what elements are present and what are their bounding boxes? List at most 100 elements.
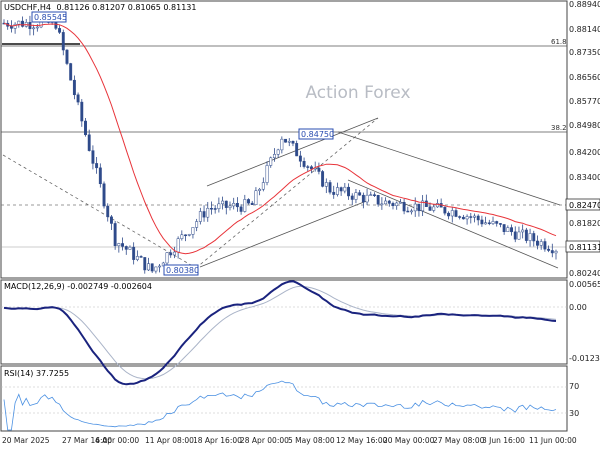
candle-body [206, 207, 210, 218]
candle-body [484, 222, 488, 225]
candle-body [150, 263, 154, 272]
candle-body [202, 211, 206, 218]
candle-body [306, 166, 310, 168]
candle-body [124, 246, 128, 250]
candle-series [2, 13, 558, 274]
macd-panel [0, 279, 568, 365]
channel-upper-line [206, 117, 379, 187]
candle-body [147, 263, 150, 271]
candle-body [424, 200, 428, 207]
candle-body [495, 221, 499, 224]
candle-body [324, 182, 328, 187]
symbol-header: USDCHF,H4 0.81126 0.81207 0.81065 0.8113… [4, 3, 196, 12]
candle-body [84, 120, 87, 136]
candle-body [80, 101, 84, 122]
candle-body [502, 224, 506, 232]
candle-body [95, 163, 99, 169]
candle-body [417, 203, 421, 212]
candle-body [480, 219, 484, 225]
candle-body [321, 171, 325, 187]
x-tick: 28 Apr 00:00 [240, 436, 289, 445]
rsi-line [3, 380, 557, 431]
candle-body [87, 134, 91, 151]
candle-body [310, 166, 313, 170]
down-channel-lower [347, 179, 559, 269]
candle-body [458, 216, 462, 218]
candle-body [158, 265, 162, 268]
candle-body [521, 229, 525, 233]
candle-body [361, 194, 365, 203]
low-label-box [163, 264, 199, 276]
level-price-tag [565, 198, 600, 211]
candle-body [547, 248, 551, 251]
candle-body [317, 167, 321, 172]
x-tick: 4 Apr 00:00 [95, 436, 139, 445]
x-tick: 11 Jun 00:00 [529, 436, 577, 445]
candle-body [369, 194, 373, 196]
candle-body [491, 221, 495, 224]
candle-body [432, 206, 436, 211]
candle-body [76, 94, 80, 103]
macd-tick-bottom: -0.012301 [569, 354, 600, 363]
candle-body [287, 140, 291, 143]
candle-body [258, 188, 262, 191]
candle-body [187, 234, 191, 236]
level-price-text: 0.82470 [569, 201, 600, 210]
high-label: 0.85545 [34, 13, 67, 22]
candle-body [365, 194, 369, 203]
candle-body [121, 243, 125, 247]
candle-body [254, 190, 258, 205]
candle-body [210, 207, 213, 210]
fib-618-label: 61.8 [551, 38, 567, 46]
price-tick: 0.87350 [569, 48, 600, 57]
candle-body [261, 182, 265, 190]
high-label-box [31, 11, 67, 23]
candle-body [428, 206, 432, 211]
candle-body [191, 227, 195, 235]
fib-382-label: 38.2 [551, 124, 567, 132]
current-price-text: 0.81131 [569, 243, 600, 252]
candle-body [143, 257, 147, 271]
candle-body [154, 266, 158, 272]
candle-body [391, 203, 395, 207]
candle-body [61, 32, 65, 51]
candle-body [550, 250, 554, 254]
candle-body [528, 233, 532, 241]
candle-body [450, 210, 454, 217]
candle-body [413, 203, 417, 212]
candle-body [513, 231, 517, 240]
candle-body [350, 195, 354, 200]
rsi-tick-70: 70 [569, 382, 579, 391]
candle-body [291, 140, 295, 144]
candle-body [332, 191, 336, 195]
x-tick: 20 Mar 2025 [2, 436, 50, 445]
candle-body [347, 186, 350, 197]
price-tick: 0.85770 [569, 97, 600, 106]
candle-body [102, 183, 106, 207]
candle-body [473, 215, 476, 218]
symbol-name: USDCHF,H4 [4, 3, 51, 12]
candle-body [195, 221, 199, 228]
rsi-tick-30: 30 [569, 409, 579, 418]
candle-body [247, 199, 250, 204]
candle-body [280, 138, 284, 151]
current-price-tag [565, 240, 600, 253]
rsi-panel [0, 365, 568, 432]
candle-body [69, 63, 73, 81]
candle-body [506, 227, 510, 232]
candle-body [421, 200, 425, 212]
x-tick: 27 Mar 16:00 [62, 436, 112, 445]
candle-body [469, 216, 473, 218]
candle-body [176, 238, 180, 253]
candle-body [250, 202, 254, 205]
candle-body [165, 252, 169, 264]
candle-body [180, 234, 184, 239]
candle-body [476, 215, 480, 221]
candle-body [539, 241, 543, 246]
candle-body [443, 206, 447, 214]
rsi-header: RSI(14) 37.7255 [4, 369, 69, 378]
candle-body [243, 199, 247, 212]
candle-body [109, 216, 113, 224]
